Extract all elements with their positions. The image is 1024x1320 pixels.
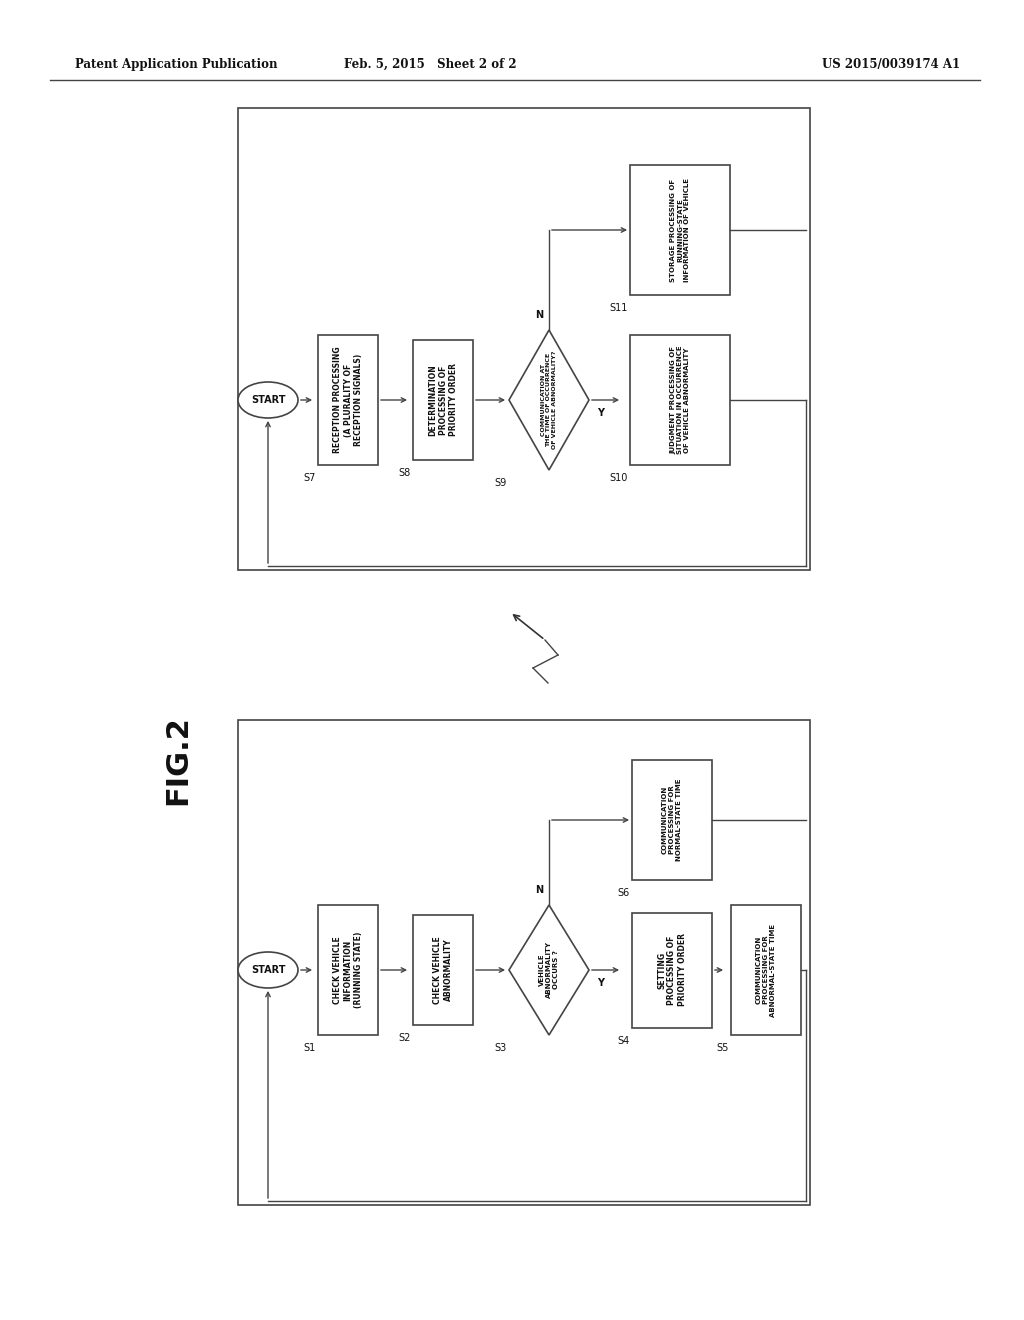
Text: SETTING
PROCESSING OF
PRIORITY ORDER: SETTING PROCESSING OF PRIORITY ORDER <box>657 933 687 1006</box>
Text: START: START <box>251 965 286 975</box>
Bar <box>632 760 712 880</box>
Text: JUDGMENT PROCESSING OF
SITUATION IN OCCURRENCE
OF VEHICLE ABNORMALITY: JUDGMENT PROCESSING OF SITUATION IN OCCU… <box>670 346 690 454</box>
Text: S9: S9 <box>495 478 507 488</box>
Text: FIG.2: FIG.2 <box>164 715 193 805</box>
Bar <box>238 719 810 1205</box>
Text: S8: S8 <box>398 469 411 478</box>
Bar <box>318 906 378 1035</box>
Ellipse shape <box>238 952 298 987</box>
Text: S7: S7 <box>304 473 316 483</box>
Text: Y: Y <box>597 978 604 987</box>
Text: N: N <box>535 884 543 895</box>
Text: CHECK VEHICLE
ABNORMALITY: CHECK VEHICLE ABNORMALITY <box>433 936 453 1005</box>
Text: S3: S3 <box>495 1043 507 1053</box>
Text: N: N <box>535 310 543 319</box>
Bar <box>238 108 810 570</box>
Text: S2: S2 <box>398 1034 411 1043</box>
Text: COMMUNICATION AT
THE TIME OF OCCURRENCE
OF VEHICLE ABNORMALITY?: COMMUNICATION AT THE TIME OF OCCURRENCE … <box>541 351 557 449</box>
Text: COMMUNICATION
PROCESSING FOR
NORMAL-STATE TIME: COMMUNICATION PROCESSING FOR NORMAL-STAT… <box>662 779 682 861</box>
Bar <box>413 341 473 459</box>
Bar <box>630 165 730 294</box>
Text: DETERMINATION
PROCESSING OF
PRIORITY ORDER: DETERMINATION PROCESSING OF PRIORITY ORD… <box>428 363 458 437</box>
Text: RECEPTION PROCESSING
(A PLURALITY OF
RECEPTION SIGNALS): RECEPTION PROCESSING (A PLURALITY OF REC… <box>333 347 362 453</box>
Text: STORAGE PROCESSING OF
RUNNING-STATE
INFORMATION OF VEHICLE: STORAGE PROCESSING OF RUNNING-STATE INFO… <box>670 178 690 282</box>
Polygon shape <box>509 330 589 470</box>
Text: CHECK VEHICLE
INFORMATION
(RUNNING STATE): CHECK VEHICLE INFORMATION (RUNNING STATE… <box>333 932 362 1008</box>
Ellipse shape <box>238 381 298 418</box>
Bar <box>630 335 730 465</box>
Text: S5: S5 <box>717 1043 729 1053</box>
Text: COMMUNICATION
PROCESSING FOR
ABNORMAL-STATE TIME: COMMUNICATION PROCESSING FOR ABNORMAL-ST… <box>756 924 776 1016</box>
Text: VEHICLE
ABNORMALITY
OCCURS ?: VEHICLE ABNORMALITY OCCURS ? <box>539 941 559 998</box>
Bar <box>318 335 378 465</box>
Text: US 2015/0039174 A1: US 2015/0039174 A1 <box>822 58 961 71</box>
Text: S1: S1 <box>304 1043 316 1053</box>
Bar <box>413 915 473 1026</box>
Text: S11: S11 <box>609 304 628 313</box>
Text: S10: S10 <box>609 473 628 483</box>
Text: START: START <box>251 395 286 405</box>
Text: Feb. 5, 2015   Sheet 2 of 2: Feb. 5, 2015 Sheet 2 of 2 <box>344 58 516 71</box>
Text: Patent Application Publication: Patent Application Publication <box>75 58 278 71</box>
Text: S6: S6 <box>617 888 630 898</box>
Text: S4: S4 <box>617 1035 630 1045</box>
Bar <box>731 906 801 1035</box>
Polygon shape <box>509 906 589 1035</box>
Bar <box>632 912 712 1027</box>
Text: Y: Y <box>597 408 604 418</box>
